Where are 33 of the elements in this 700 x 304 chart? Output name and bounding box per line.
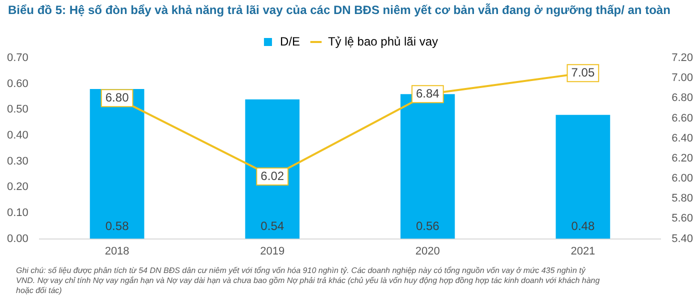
y2-tick-label: 5.60	[672, 212, 694, 225]
y2-tick-label: 7.20	[672, 52, 694, 64]
y2-tick-label: 6.80	[672, 92, 694, 104]
y-tick-label: 0.40	[6, 130, 28, 142]
bar	[245, 99, 300, 239]
y2-tick-label: 7.00	[672, 72, 694, 84]
y2-tick-label: 6.00	[672, 172, 694, 185]
y-tick-label: 0.10	[6, 207, 28, 220]
x-tick-label: 2019	[260, 245, 285, 258]
legend-label: Tỷ lệ bao phủ lãi vay	[328, 34, 438, 48]
y2-tick-label: 6.60	[672, 112, 694, 124]
legend-label: D/E	[280, 34, 300, 48]
y2-tick-label: 6.40	[672, 132, 694, 144]
text: Ghi chú: số liệu được phân tích từ 54 DN BĐS dân cư niêm yết với tổng vốn hóa 910 nghìn tỷ. Các doanh nghiệp này có tổng nguồn vốn vay ở mức 435 nghìn tỷ VND. Nợ vay chỉ tính Nợ vay ngắn hạn và Nợ vay dài hạn và chưa bao gồm Nợ phải trả khác (chủ yếu là vốn huy động hợp đồng hợp tác kinh doanh với khách hàng hoặc đối tác)	[16, 266, 601, 296]
y-tick-label: 0.60	[6, 78, 28, 90]
x-tick-label: 2021	[570, 245, 596, 258]
chart-title: Biểu đồ 5: Hệ số đòn bẩy và khả năng trả lãi vay của các DN BĐS niêm yết cơ bản vẫn đang ở ngưỡng thấp/ an toàn	[8, 3, 670, 17]
data-label: 0.58	[105, 219, 130, 234]
y-tick-label: 0.70	[6, 52, 28, 64]
y-tick-label: 0.00	[6, 232, 28, 245]
y-tick-label: 0.50	[6, 104, 28, 116]
x-tick-label: 2018	[104, 245, 130, 258]
y2-tick-label: 5.80	[672, 192, 694, 205]
y-tick-label: 0.30	[6, 155, 28, 168]
x-tick-label: 2020	[415, 245, 440, 258]
bar	[90, 88, 144, 239]
data-label: 0.48	[571, 219, 595, 234]
bar	[556, 114, 610, 239]
data-label: 0.54	[260, 219, 284, 234]
y2-tick-label: 6.20	[672, 152, 694, 164]
data-label: 0.56	[416, 219, 440, 234]
y-tick-label: 0.20	[6, 181, 28, 194]
y2-tick-label: 5.40	[672, 232, 694, 245]
